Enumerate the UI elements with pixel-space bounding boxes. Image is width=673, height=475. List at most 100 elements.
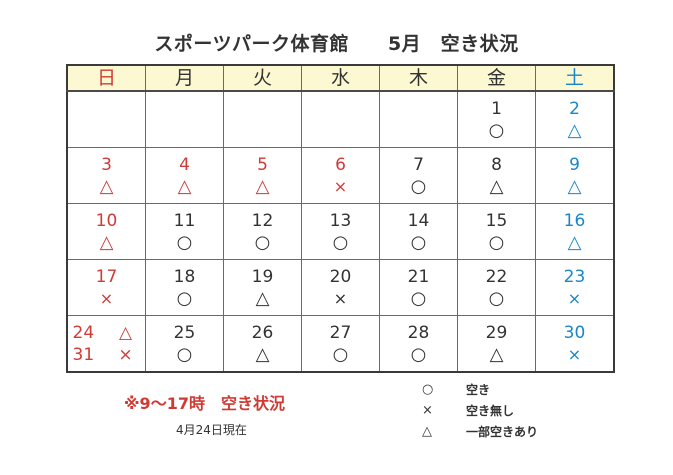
calendar-cell: 17 ×: [66, 259, 146, 316]
calendar-cell: 5 △: [223, 147, 302, 204]
legend: ○ 空き × 空き無し △ 一部空きあり: [422, 379, 538, 442]
weekday-tue: 火: [223, 64, 302, 92]
calendar-cell: 11 ○: [145, 203, 224, 260]
day-number: 27: [329, 322, 352, 343]
calendar-cell: 19 △: [223, 259, 302, 316]
calendar-week: 10 △ 11 ○ 12 ○ 13 ○ 14 ○ 15 ○: [66, 203, 615, 260]
day-number: 29: [485, 322, 508, 343]
day-number: 3: [101, 154, 112, 175]
calendar-cell: 27 ○: [301, 315, 380, 373]
available-icon: ○: [332, 343, 349, 365]
split-cell: 24 △ 31 ×: [68, 322, 145, 366]
calendar-cell: 9 △: [535, 147, 615, 204]
day-number: 30: [563, 322, 586, 343]
weekday-fri: 金: [457, 64, 536, 92]
day-number: 11: [173, 210, 196, 231]
day-number: 6: [335, 154, 346, 175]
weekday-thu: 木: [379, 64, 458, 92]
calendar-cell: 10 △: [66, 203, 146, 260]
calendar-cell: 8 △: [457, 147, 536, 204]
weekday-sun: 日: [66, 64, 146, 92]
calendar-cell-empty: [145, 90, 224, 148]
available-icon: ○: [176, 231, 193, 253]
calendar-cell: 16 △: [535, 203, 615, 260]
calendar-cell-split: 24 △ 31 ×: [66, 315, 146, 373]
calendar-week: 17 × 18 ○ 19 △ 20 × 21 ○ 22 ○: [66, 259, 615, 316]
partial-icon: △: [567, 231, 582, 253]
calendar-cell: 30 ×: [535, 315, 615, 373]
calendar-cell-empty: [301, 90, 380, 148]
weekday-wed: 水: [301, 64, 380, 92]
available-icon: ○: [332, 231, 349, 253]
available-icon: ○: [410, 231, 427, 253]
available-icon: ○: [422, 382, 434, 397]
day-number: 21: [407, 266, 430, 287]
day-number: 14: [407, 210, 430, 231]
day-number: 2: [569, 98, 580, 119]
calendar-cell: 26 △: [223, 315, 302, 373]
calendar-cell: 7 ○: [379, 147, 458, 204]
day-number: 13: [329, 210, 352, 231]
calendar-cell: 3 △: [66, 147, 146, 204]
day-number: 19: [251, 266, 274, 287]
day-number: 8: [491, 154, 502, 175]
available-icon: ○: [176, 287, 193, 309]
calendar-week: 24 △ 31 × 25 ○ 26 △ 27 ○ 28 ○: [66, 315, 615, 373]
available-icon: ○: [254, 231, 271, 253]
day-number: 31: [72, 344, 95, 365]
calendar-cell: 14 ○: [379, 203, 458, 260]
full-icon: ×: [333, 176, 348, 196]
legend-label: 空き無し: [466, 404, 515, 418]
full-icon: ×: [333, 288, 348, 308]
calendar-week: 1 ○ 2 △: [66, 90, 615, 148]
hours-note: ※9～17時 空き状況: [124, 394, 285, 413]
day-number: 5: [257, 154, 268, 175]
available-icon: ○: [410, 175, 427, 197]
day-number: 4: [179, 154, 190, 175]
partial-icon: △: [255, 343, 270, 365]
partial-icon: △: [422, 424, 432, 439]
legend-label: 空き: [466, 383, 491, 397]
day-number: 20: [329, 266, 352, 287]
calendar-cell: 12 ○: [223, 203, 302, 260]
calendar-cell: 1 ○: [457, 90, 536, 148]
day-number: 28: [407, 322, 430, 343]
available-icon: ○: [488, 231, 505, 253]
full-icon: ×: [567, 344, 582, 364]
available-icon: ○: [410, 343, 427, 365]
legend-item-full: × 空き無し: [422, 400, 538, 421]
day-number: 7: [413, 154, 424, 175]
calendar-cell: 4 △: [145, 147, 224, 204]
calendar-cell-empty: [223, 90, 302, 148]
page-title: スポーツパーク体育館 5月 空き状況: [154, 33, 519, 55]
calendar-week: 3 △ 4 △ 5 △ 6 × 7 ○ 8 △: [66, 147, 615, 204]
available-icon: ○: [488, 119, 505, 141]
day-number: 12: [251, 210, 274, 231]
day-number: 17: [95, 266, 118, 287]
partial-icon: △: [99, 231, 114, 253]
full-icon: ×: [567, 288, 582, 308]
available-icon: ○: [176, 343, 193, 365]
full-icon: ×: [422, 403, 433, 418]
available-icon: ○: [410, 287, 427, 309]
legend-item-available: ○ 空き: [422, 379, 538, 400]
day-number: 25: [173, 322, 196, 343]
day-number: 26: [251, 322, 274, 343]
partial-icon: △: [99, 175, 114, 197]
calendar-cell: 29 △: [457, 315, 536, 373]
calendar-cell: 28 ○: [379, 315, 458, 373]
partial-icon: △: [489, 175, 504, 197]
full-icon: ×: [99, 288, 114, 308]
calendar-cell: 15 ○: [457, 203, 536, 260]
partial-icon: △: [489, 343, 504, 365]
calendar-cell: 22 ○: [457, 259, 536, 316]
calendar-cell: 13 ○: [301, 203, 380, 260]
partial-icon: △: [177, 175, 192, 197]
day-number: 18: [173, 266, 196, 287]
calendar-cell: 23 ×: [535, 259, 615, 316]
partial-icon: △: [255, 287, 270, 309]
day-number: 24: [72, 322, 95, 343]
legend-item-partial: △ 一部空きあり: [422, 421, 538, 442]
calendar-cell-empty: [379, 90, 458, 148]
day-number: 16: [563, 210, 586, 231]
